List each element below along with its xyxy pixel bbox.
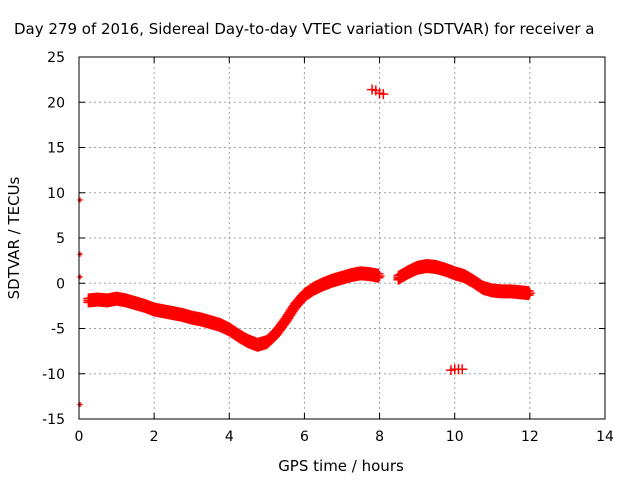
y-tick-label: -10 [42, 367, 65, 383]
y-tick-label: 25 [47, 50, 65, 66]
x-tick-label: 4 [225, 429, 234, 445]
data-point [149, 304, 160, 315]
data-point [355, 268, 366, 279]
data-point [449, 268, 460, 279]
data-point [524, 288, 535, 299]
data-point [261, 337, 272, 348]
data-point [496, 286, 507, 297]
data-point [337, 272, 347, 283]
data-point [346, 270, 357, 281]
data-point [421, 261, 432, 272]
outlier-point [77, 274, 83, 280]
data-point [393, 272, 404, 283]
data-point [139, 300, 150, 311]
y-tick-label: 15 [47, 141, 65, 157]
x-tick-label: 2 [150, 429, 159, 445]
data-point [186, 312, 197, 323]
data-point [412, 262, 423, 273]
data-point [308, 283, 319, 294]
x-tick-label: 0 [75, 429, 84, 445]
data-point [111, 293, 122, 304]
data-point [515, 287, 526, 298]
data-point [102, 295, 113, 306]
y-tick-label: -5 [51, 322, 65, 338]
x-tick-label: 10 [446, 429, 464, 445]
outlier-point [378, 89, 389, 100]
data-point [224, 324, 235, 335]
tick-labels: 0 2 4 6 8 10 12 14 -15 -10 -5 0 5 10 15 20 25 [42, 50, 614, 445]
y-tick-label: 10 [47, 186, 65, 202]
x-tick-label: 6 [300, 429, 309, 445]
data-point [506, 286, 517, 297]
data-point [243, 336, 254, 347]
y-tick-label: 5 [56, 231, 65, 247]
data-point [477, 282, 488, 293]
y-axis-label: SDTVAR / TECUs [5, 176, 23, 299]
data-point [365, 269, 376, 280]
data-point [271, 328, 282, 339]
data-point [374, 271, 385, 282]
data-point [233, 330, 244, 341]
outlier-point [457, 364, 468, 375]
data-point [459, 271, 470, 282]
data-point [158, 306, 169, 317]
y-tick-label: 0 [56, 276, 65, 292]
x-axis-label: GPS time / hours [278, 457, 404, 475]
data-point [299, 290, 310, 301]
axis-ticks [78, 56, 606, 420]
data-point [402, 267, 413, 278]
x-tick-label: 14 [596, 429, 614, 445]
data-point [214, 319, 225, 330]
data-point [196, 314, 207, 325]
x-tick-label: 12 [521, 429, 539, 445]
data-point [120, 295, 131, 306]
outlier-point [77, 197, 83, 203]
data-point [177, 309, 188, 320]
data-point [205, 317, 216, 328]
data-point [167, 308, 178, 319]
data-point [487, 285, 498, 296]
data-point [318, 279, 329, 290]
data-point [327, 275, 338, 286]
plot-frame [78, 56, 606, 420]
data-point [290, 300, 301, 311]
data-point [523, 290, 534, 301]
data-point [440, 264, 451, 275]
outlier-point [77, 251, 83, 257]
y-tick-label: 20 [47, 95, 65, 111]
data-point [83, 295, 94, 306]
y-tick-label: -15 [42, 412, 65, 428]
outlier-point [77, 402, 83, 408]
data-point [252, 339, 263, 350]
data-point [130, 298, 141, 309]
chart-title: Day 279 of 2016, Sidereal Day-to-day VTE… [14, 20, 595, 38]
data-point [280, 315, 291, 326]
data-point [430, 261, 441, 272]
data-point [92, 294, 103, 305]
data-points [77, 84, 535, 408]
grid-lines [79, 57, 605, 419]
data-point [468, 276, 479, 287]
data-point [373, 272, 384, 283]
x-tick-label: 8 [375, 429, 384, 445]
